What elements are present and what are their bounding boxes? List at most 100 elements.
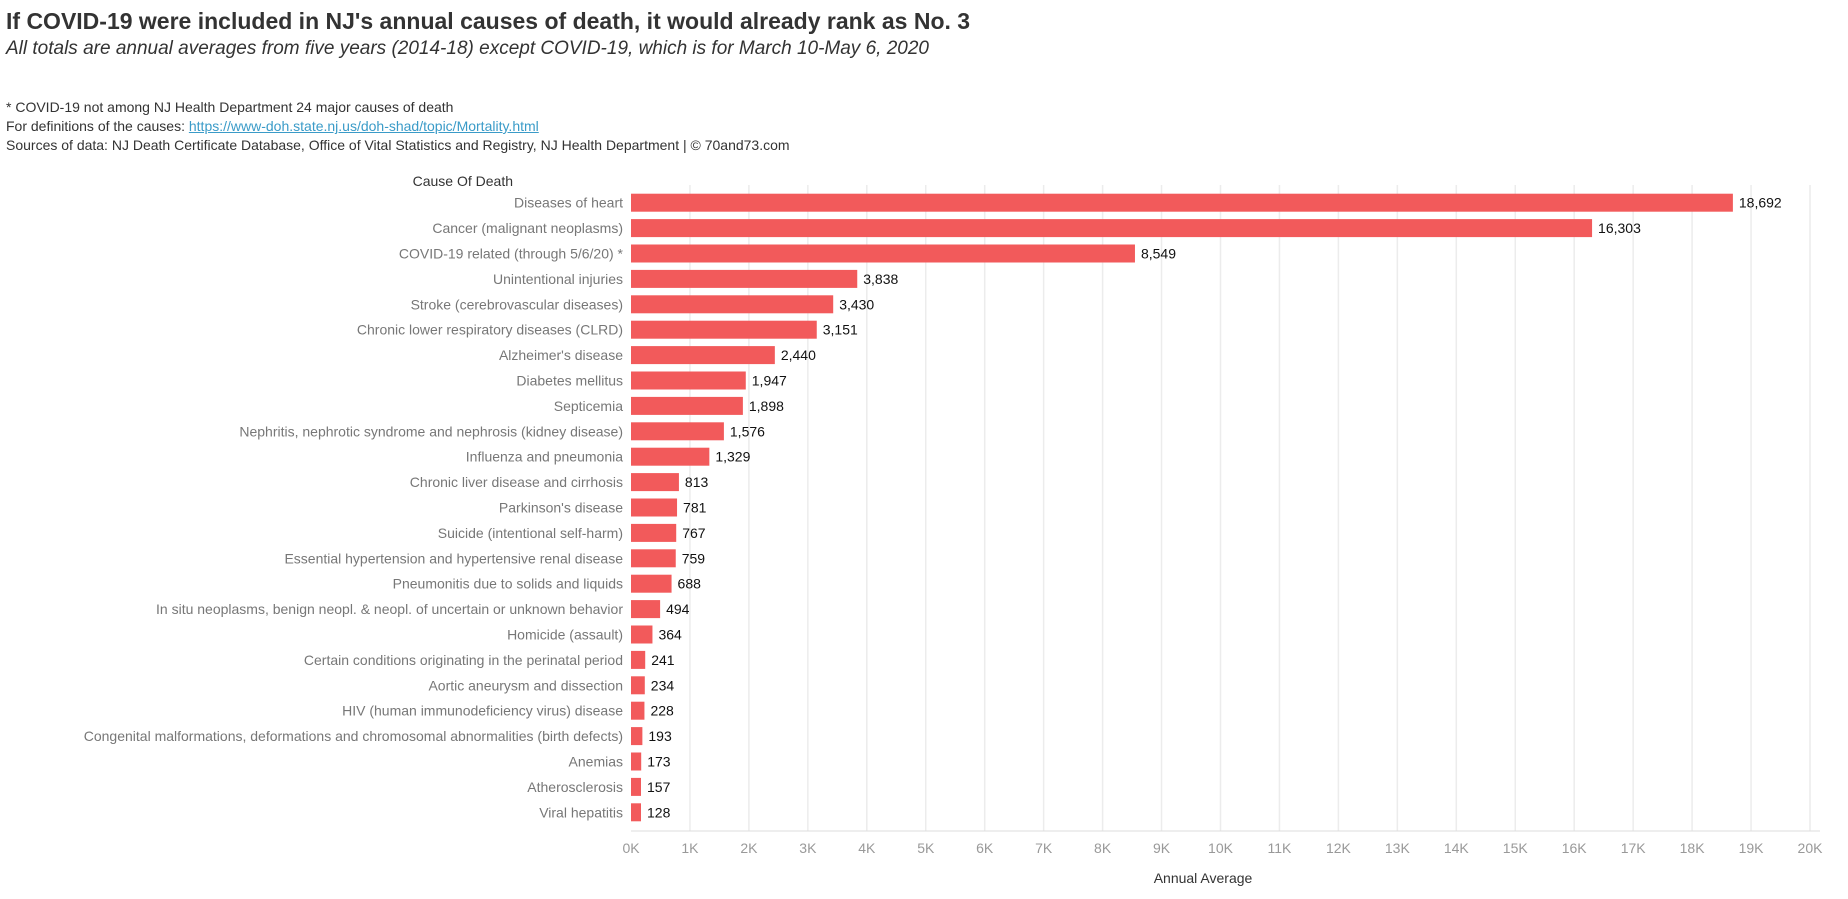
data-label: 241	[651, 652, 675, 668]
category-label: Chronic liver disease and cirrhosis	[410, 474, 623, 490]
bar	[631, 244, 1135, 263]
data-label: 1,947	[752, 373, 787, 389]
data-label: 3,838	[863, 271, 898, 287]
category-label: In situ neoplasms, benign neopl. & neopl…	[156, 601, 623, 617]
bar	[631, 193, 1733, 212]
bar	[631, 219, 1593, 238]
x-tick-label: 11K	[1268, 840, 1293, 856]
category-label: Influenza and pneumonia	[466, 449, 623, 465]
bar	[631, 777, 641, 796]
data-label: 364	[658, 627, 682, 643]
bar	[631, 396, 743, 415]
data-label: 8,549	[1141, 246, 1176, 262]
category-label: Essential hypertension and hypertensive …	[284, 550, 623, 566]
category-label: Stroke (cerebrovascular diseases)	[411, 296, 623, 312]
bar	[631, 727, 643, 746]
chart-subtitle: All totals are annual averages from five…	[6, 38, 929, 59]
bar	[631, 676, 645, 695]
bar	[631, 574, 672, 593]
x-tick-label: 8K	[1094, 840, 1112, 856]
bar	[631, 498, 678, 517]
x-tick-label: 19K	[1739, 840, 1765, 856]
category-label: Nephritis, nephrotic syndrome and nephro…	[239, 423, 623, 439]
data-label: 128	[647, 804, 671, 820]
x-tick-label: 13K	[1385, 840, 1411, 856]
data-label: 173	[647, 754, 671, 770]
category-label: COVID-19 related (through 5/6/20) *	[399, 246, 624, 262]
category-label: Atherosclerosis	[527, 779, 623, 795]
x-tick-label: 4K	[858, 840, 876, 856]
category-label: Diseases of heart	[514, 195, 623, 211]
x-tick-label: 5K	[917, 840, 935, 856]
data-label: 3,430	[839, 296, 874, 312]
definitions-prefix: For definitions of the causes:	[6, 118, 189, 134]
category-label: Septicemia	[554, 398, 623, 414]
category-label: Suicide (intentional self-harm)	[438, 525, 623, 541]
category-label: Unintentional injuries	[493, 271, 623, 287]
x-tick-label: 7K	[1035, 840, 1053, 856]
category-label: Alzheimer's disease	[499, 347, 623, 363]
data-label: 16,303	[1598, 220, 1641, 236]
bar	[631, 523, 677, 542]
bar	[631, 473, 679, 492]
x-tick-label: 2K	[740, 840, 758, 856]
chart-title: If COVID-19 were included in NJ's annual…	[6, 8, 971, 34]
data-label: 1,576	[730, 423, 765, 439]
data-label: 234	[651, 677, 675, 693]
data-label: 193	[648, 728, 672, 744]
bar	[631, 701, 645, 720]
x-tick-label: 20K	[1798, 840, 1824, 856]
category-label: Cancer (malignant neoplasms)	[432, 220, 623, 236]
data-label: 494	[666, 601, 690, 617]
data-label: 1,329	[715, 449, 750, 465]
data-label: 781	[683, 500, 707, 516]
bar	[631, 422, 724, 441]
definitions-note: For definitions of the causes: https://w…	[6, 118, 539, 134]
category-label: Congenital malformations, deformations a…	[84, 728, 623, 744]
x-tick-label: 12K	[1326, 840, 1352, 856]
bar	[631, 371, 746, 390]
data-label: 2,440	[781, 347, 816, 363]
bar	[631, 625, 653, 644]
x-tick-label: 16K	[1562, 840, 1588, 856]
x-tick-label: 18K	[1680, 840, 1706, 856]
bar	[631, 447, 710, 466]
category-label: Aortic aneurysm and dissection	[428, 677, 623, 693]
data-label: 688	[678, 576, 702, 592]
bar	[631, 549, 676, 568]
definitions-link[interactable]: https://www-doh.state.nj.us/doh-shad/top…	[188, 118, 539, 134]
x-tick-label: 17K	[1621, 840, 1647, 856]
bar	[631, 803, 641, 822]
x-tick-label: 0K	[622, 840, 640, 856]
bar	[631, 269, 858, 288]
bar	[631, 295, 834, 314]
category-label: Diabetes mellitus	[516, 373, 623, 389]
category-label: Parkinson's disease	[499, 500, 623, 516]
x-tick-label: 15K	[1503, 840, 1529, 856]
category-label: Homicide (assault)	[507, 627, 623, 643]
category-label: Chronic lower respiratory diseases (CLRD…	[357, 322, 623, 338]
data-label: 767	[682, 525, 706, 541]
x-tick-label: 3K	[799, 840, 817, 856]
category-label: Viral hepatitis	[539, 804, 623, 820]
category-label: Anemias	[569, 754, 623, 770]
data-label: 3,151	[823, 322, 858, 338]
bar	[631, 320, 817, 339]
data-label: 157	[647, 779, 671, 795]
x-tick-label: 6K	[976, 840, 994, 856]
bar	[631, 650, 646, 669]
bar	[631, 346, 775, 365]
x-tick-label: 1K	[681, 840, 699, 856]
data-label: 18,692	[1739, 195, 1782, 211]
x-tick-label: 14K	[1444, 840, 1470, 856]
y-axis-title: Cause Of Death	[412, 173, 513, 189]
asterisk-note: * COVID-19 not among NJ Health Departmen…	[6, 99, 454, 115]
category-label: Pneumonitis due to solids and liquids	[393, 576, 623, 592]
data-label: 813	[685, 474, 709, 490]
data-label: 1,898	[749, 398, 784, 414]
sources-note: Sources of data: NJ Death Certificate Da…	[6, 137, 790, 153]
x-axis-title: Annual Average	[1153, 870, 1253, 886]
x-tick-label: 10K	[1208, 840, 1234, 856]
category-label: HIV (human immunodeficiency virus) disea…	[342, 703, 623, 719]
